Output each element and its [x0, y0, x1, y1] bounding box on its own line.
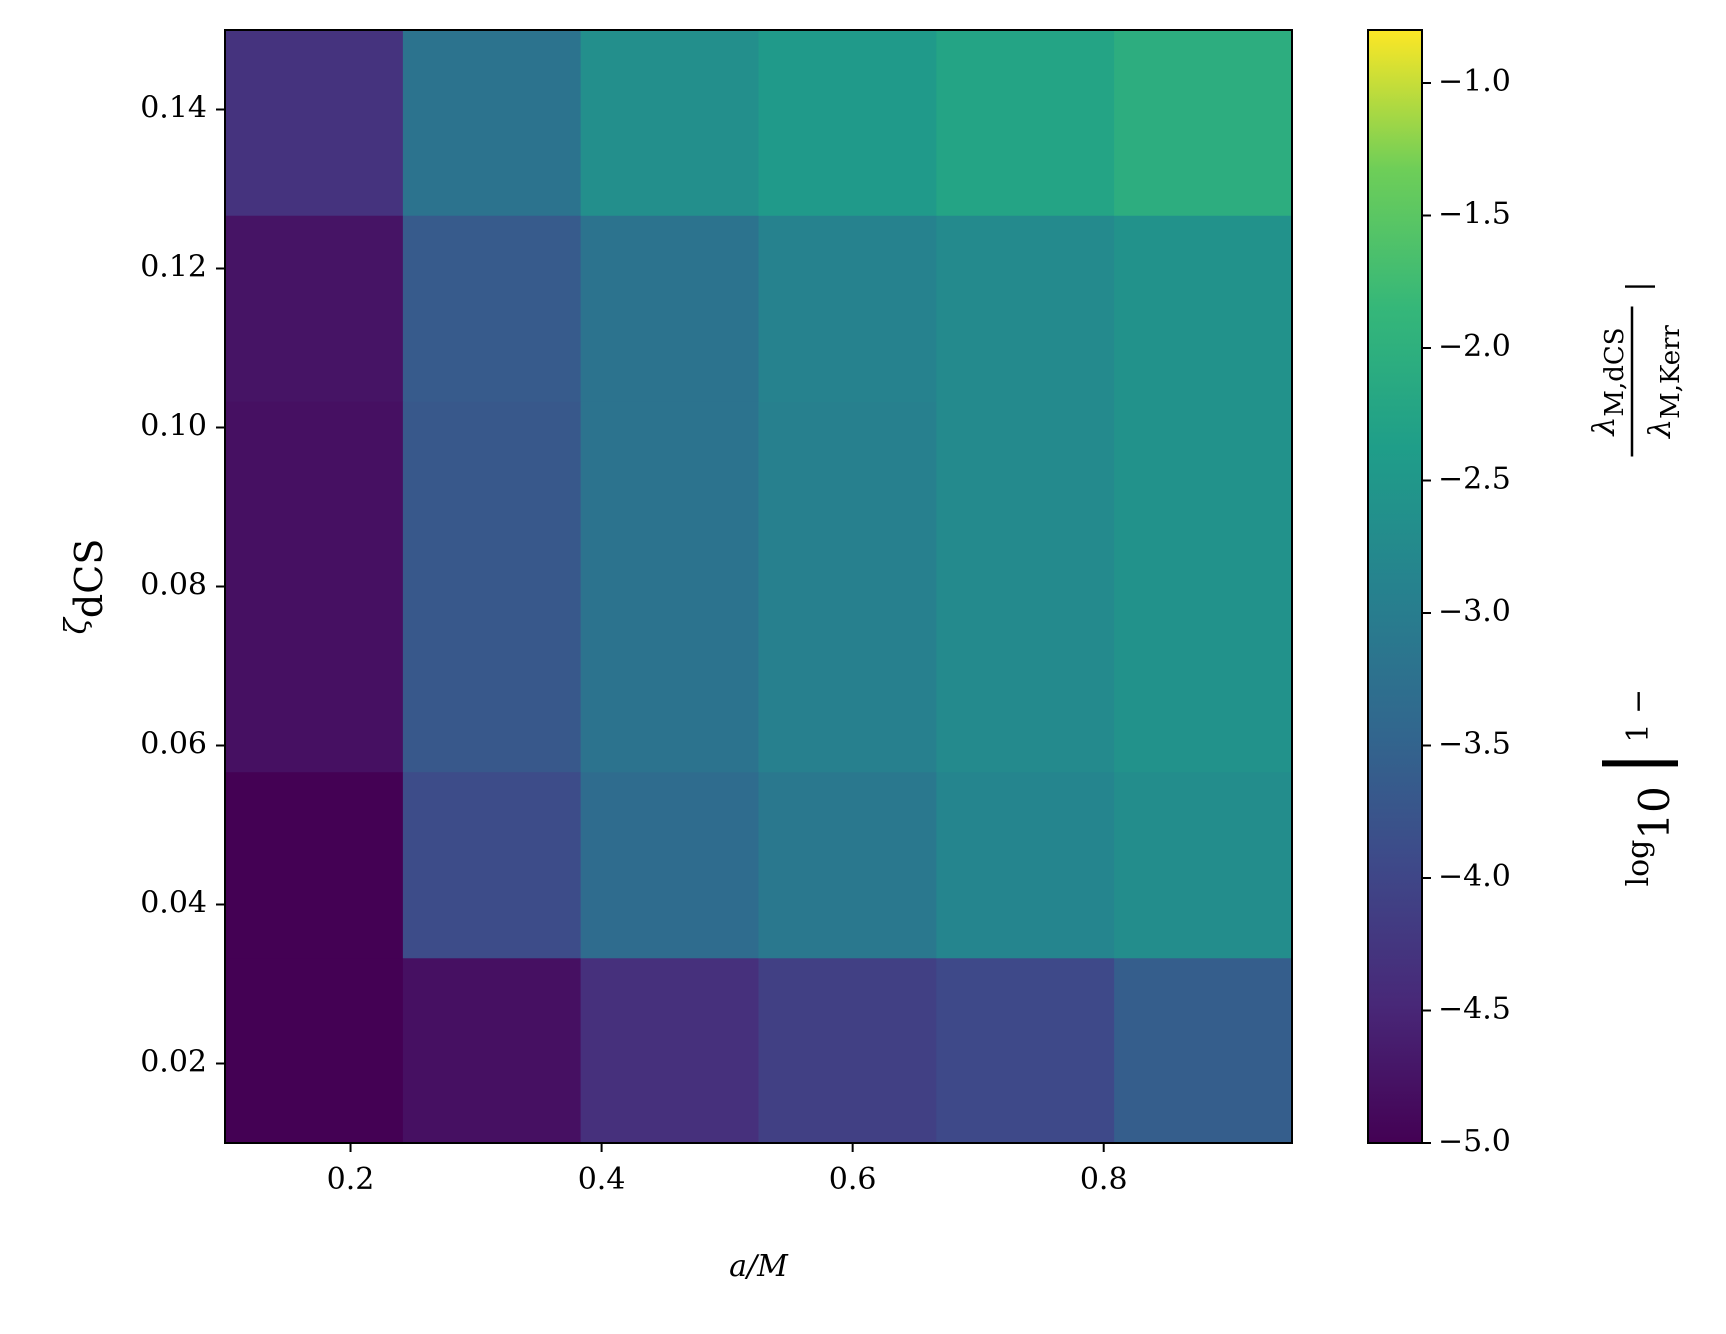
heatmap-cell	[402, 771, 582, 959]
y-tick-label: 0.06	[140, 727, 207, 762]
heatmap-cell	[1114, 586, 1293, 773]
colorbar-tick-label: −3.0	[1438, 594, 1511, 629]
heatmap-cell	[580, 401, 759, 587]
heatmap-cell	[936, 586, 1115, 773]
x-tick-label: 0.2	[327, 1162, 375, 1197]
cb-den-sub: M,Kerr	[1656, 324, 1686, 418]
heatmap-cell	[225, 401, 404, 587]
heatmap-cell	[1114, 215, 1293, 402]
heatmap-cell	[1114, 957, 1293, 1144]
heatmap-cell	[402, 586, 582, 773]
y-tick-label: 0.08	[140, 568, 207, 603]
heatmap-cell	[936, 957, 1115, 1144]
heatmap-cell	[580, 771, 759, 959]
colorbar-tick-label: −4.0	[1438, 859, 1511, 894]
colorbar-tick-label: −2.5	[1438, 462, 1511, 497]
heatmap-cell	[402, 215, 582, 402]
y-tick-label: 0.10	[140, 409, 207, 444]
x-tick-label: 0.4	[578, 1162, 626, 1197]
heatmap-cell	[225, 771, 404, 959]
heatmap-cell	[758, 30, 937, 216]
heatmap-cell	[758, 401, 937, 587]
heatmap-cell	[225, 215, 404, 402]
heatmap-cell	[758, 957, 937, 1144]
heatmap-cell	[402, 30, 582, 216]
heatmap-cell	[402, 957, 582, 1144]
heatmap-cell	[580, 586, 759, 773]
heatmap-cell	[1114, 30, 1293, 216]
colorbar-label-main: log10 | 1 −	[1589, 689, 1679, 887]
y-label-subscript: dCS	[67, 539, 111, 618]
heatmap-cell	[1114, 401, 1293, 587]
y-tick-label: 0.02	[140, 1045, 207, 1080]
cb-log: log	[1621, 840, 1656, 887]
cb-numerator: λM,dCS	[1587, 327, 1630, 436]
colorbar	[1367, 29, 1423, 1144]
cb-base: 10	[1630, 786, 1679, 839]
colorbar-tick-label: −1.5	[1438, 197, 1511, 232]
heatmap-cell	[1114, 771, 1293, 959]
y-axis-label: ζdCS	[59, 539, 111, 635]
colorbar-tick-label: −1.0	[1438, 64, 1511, 99]
heatmap-cell	[225, 957, 404, 1144]
heatmap-cell	[225, 586, 404, 773]
cb-one-minus: 1 −	[1621, 689, 1656, 743]
cb-bar-right: |	[1621, 281, 1656, 291]
heatmap-cell	[758, 215, 937, 402]
heatmap-cell	[936, 215, 1115, 402]
x-tick-label: 0.8	[1080, 1162, 1128, 1197]
heatmap-cell	[936, 771, 1115, 959]
x-axis-label: a/M	[729, 1249, 789, 1284]
heatmap-cell	[936, 401, 1115, 587]
cb-den-symbol: λ	[1643, 419, 1678, 439]
heatmap-cell	[758, 586, 937, 773]
colorbar-tick-label: −2.0	[1438, 329, 1511, 364]
x-tick-label: 0.6	[829, 1162, 877, 1197]
heatmap-cell	[580, 957, 759, 1144]
heatmap-cell	[758, 771, 937, 959]
cb-bar: |	[1589, 751, 1678, 777]
heatmap-cell	[936, 30, 1115, 216]
cb-num-symbol: λ	[1587, 417, 1622, 437]
cb-denominator: λM,Kerr	[1643, 324, 1686, 438]
colorbar-tick-label: −3.5	[1438, 727, 1511, 762]
y-label-symbol: ζ	[59, 616, 94, 634]
y-tick-label: 0.12	[140, 250, 207, 285]
colorbar-tick-label: −5.0	[1438, 1124, 1511, 1159]
heatmap-cell	[580, 215, 759, 402]
y-tick-label: 0.14	[140, 91, 207, 126]
y-tick-label: 0.04	[140, 886, 207, 921]
cb-num-sub: M,dCS	[1600, 327, 1630, 416]
heatmap-cell	[402, 401, 582, 587]
colorbar-tick-label: −4.5	[1438, 992, 1511, 1027]
heatmap-cell	[580, 30, 759, 216]
heatmap-cell	[225, 30, 404, 216]
